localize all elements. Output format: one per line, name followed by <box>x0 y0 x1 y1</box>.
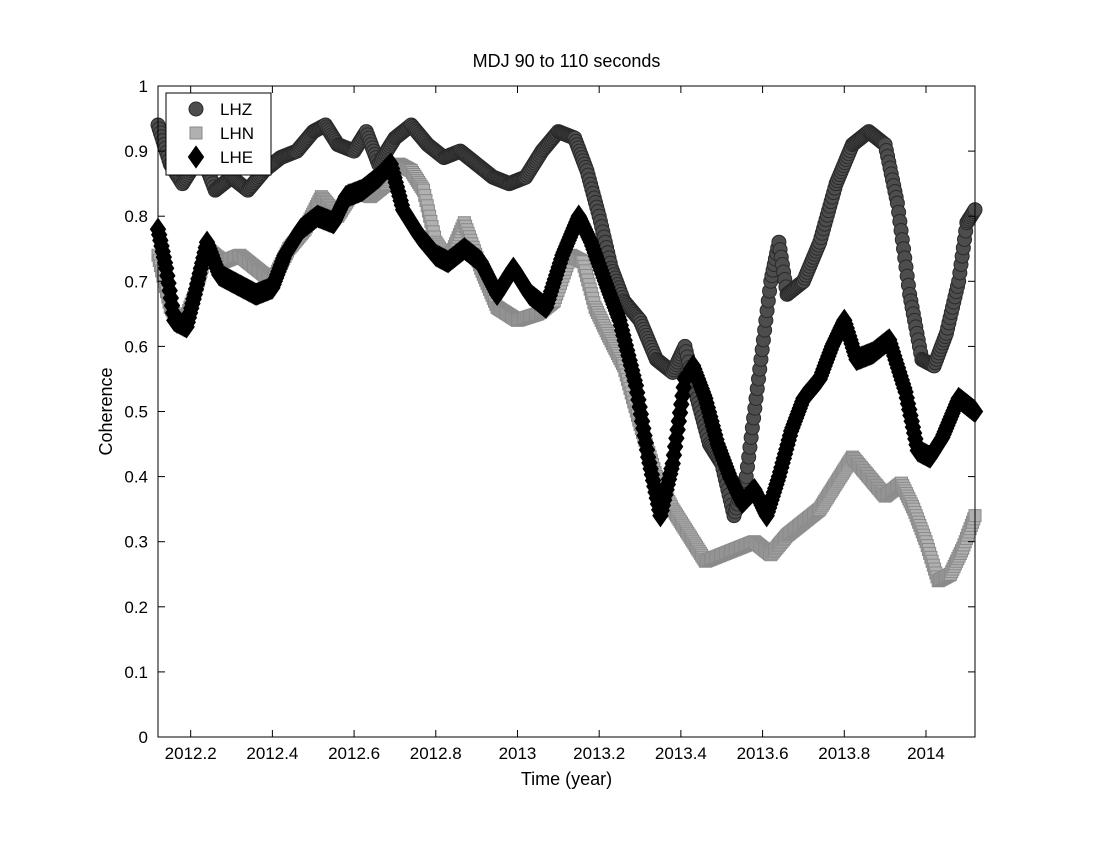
legend-label-lhn: LHN <box>220 124 254 143</box>
x-tick-label: 2014 <box>907 744 945 763</box>
marks-layer <box>149 117 984 588</box>
x-tick-label: 2013.6 <box>737 744 789 763</box>
x-tick-label: 2013.4 <box>655 744 707 763</box>
legend-label-lhe: LHE <box>220 148 253 167</box>
series-lhe <box>149 152 984 528</box>
y-tick-label: 0.2 <box>124 598 148 617</box>
y-tick-label: 1 <box>139 77 148 96</box>
y-tick-label: 0.5 <box>124 403 148 422</box>
y-tick-label: 0.1 <box>124 663 148 682</box>
legend-marker-lhz <box>188 101 204 117</box>
y-tick-label: 0.7 <box>124 272 148 291</box>
legend-marker-lhe <box>187 145 205 169</box>
x-tick-label: 2012.2 <box>165 744 217 763</box>
x-tick-label: 2012.4 <box>246 744 298 763</box>
y-tick-label: 0.6 <box>124 337 148 356</box>
x-tick-label: 2012.6 <box>328 744 380 763</box>
chart-title: MDJ 90 to 110 seconds <box>473 51 661 71</box>
y-tick-label: 0.8 <box>124 207 148 226</box>
x-tick-label: 2013.2 <box>573 744 625 763</box>
y-tick-label: 0 <box>139 728 148 747</box>
ticks-layer: 2012.2 2012.4 2012.6 2012.8 2013 2013.2 2013.4… <box>124 77 975 763</box>
y-axis-label: Coherence <box>96 367 116 455</box>
x-tick-label: 2013.8 <box>818 744 870 763</box>
y-tick-label: 0.9 <box>124 142 148 161</box>
x-tick-label: 2012.8 <box>410 744 462 763</box>
legend-marker-lhn <box>189 126 203 140</box>
y-tick-label: 0.3 <box>124 533 148 552</box>
y-tick-label: 0.4 <box>124 468 148 487</box>
legend: LHZ LHN LHE <box>165 92 272 176</box>
legend-box <box>165 92 272 176</box>
legend-label-lhz: LHZ <box>220 100 252 119</box>
x-axis-label: Time (year) <box>521 769 612 789</box>
x-tick-label: 2013 <box>499 744 537 763</box>
series-lhz <box>150 117 983 524</box>
